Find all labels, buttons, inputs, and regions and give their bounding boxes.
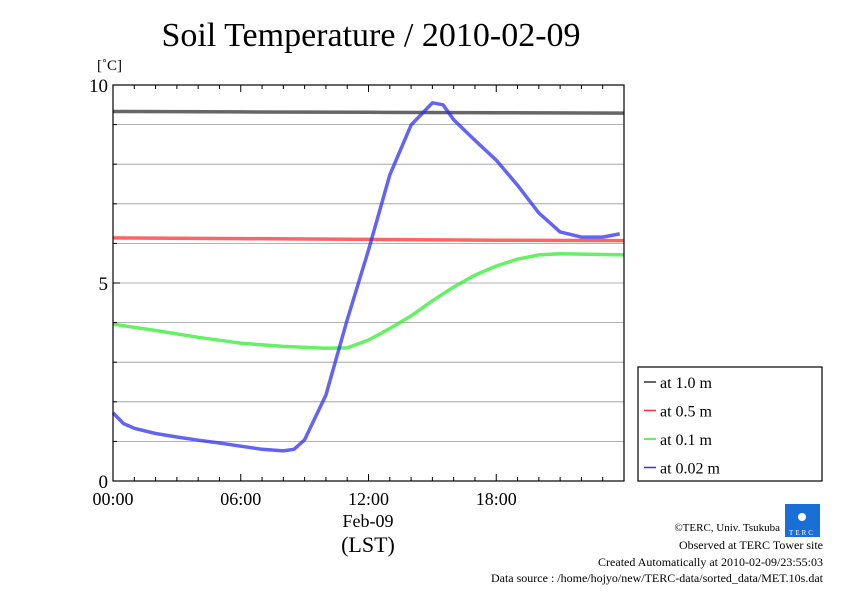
- terc-logo: TERC: [785, 504, 820, 537]
- legend-label: at 0.5 m: [660, 404, 713, 421]
- y-axis-label: [˚C]: [97, 58, 122, 74]
- created-text: Created Automatically at 2010-02-09/23:5…: [598, 555, 823, 569]
- x-axis-label: (LST): [341, 532, 395, 557]
- y-tick-label: 5: [99, 274, 109, 295]
- grid: [113, 124, 624, 442]
- series-line: [112, 251, 625, 351]
- series-line: [112, 109, 625, 115]
- source-text: Data source : /home/hojyo/new/TERC-data/…: [491, 571, 824, 585]
- x-tick-label: 18:00: [476, 489, 517, 509]
- series-lines: [111, 101, 625, 453]
- copyright-text: ©TERC, Univ. Tsukuba: [674, 522, 780, 534]
- y-tick-label: 10: [89, 76, 108, 97]
- legend-label: at 0.1 m: [660, 432, 713, 449]
- x-tick-label: 00:00: [92, 489, 133, 509]
- chart-title: Soil Temperature / 2010-02-09: [161, 17, 580, 54]
- axis-ticks: 00:00 06:00 12:00 18:00 0 5 10: [89, 76, 604, 509]
- observed-text: Observed at TERC Tower site: [679, 538, 823, 552]
- legend: at 1.0 m at 0.5 m at 0.1 m at 0.02 m: [637, 366, 823, 482]
- logo-text: TERC: [789, 529, 815, 537]
- series-line: [112, 236, 625, 243]
- x-axis-date: Feb-09: [343, 511, 394, 531]
- x-tick-label: 12:00: [348, 489, 389, 509]
- x-tick-label: 06:00: [220, 489, 261, 509]
- legend-label: at 1.0 m: [660, 375, 713, 392]
- y-tick-label: 0: [99, 472, 109, 493]
- series-line: [111, 101, 621, 453]
- legend-label: at 0.02 m: [660, 461, 721, 478]
